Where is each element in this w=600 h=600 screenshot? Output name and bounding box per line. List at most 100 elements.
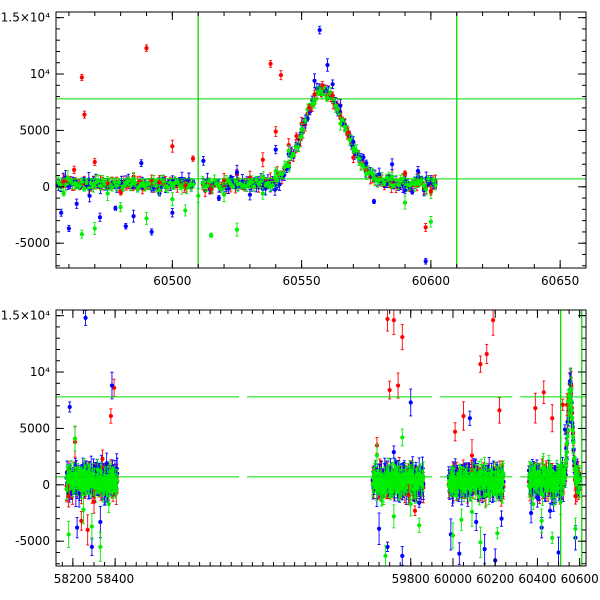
data-point (303, 118, 308, 123)
data-point (64, 487, 69, 492)
data-point (273, 129, 278, 134)
data-point (183, 208, 188, 213)
data-point (356, 156, 361, 161)
data-point (175, 179, 180, 184)
data-point (428, 189, 433, 194)
data-point (233, 178, 238, 183)
data-point (165, 185, 171, 190)
data-point (428, 219, 433, 224)
data-point (205, 183, 210, 189)
data-point (191, 182, 196, 187)
data-point (291, 152, 296, 157)
data-point (79, 232, 84, 237)
data-point (140, 181, 145, 186)
data-point (98, 469, 104, 474)
data-point (112, 179, 117, 185)
data-point (286, 148, 291, 153)
data-point (312, 78, 317, 83)
data-point (282, 165, 287, 170)
data-point (126, 178, 131, 184)
data-point (123, 224, 128, 229)
data-point (260, 157, 265, 162)
x-tick-label: 60550 (283, 274, 321, 288)
data-point (317, 27, 322, 33)
data-point (286, 163, 292, 169)
data-point (421, 183, 426, 188)
data-point (330, 93, 335, 98)
data-point (338, 103, 343, 108)
data-point (298, 135, 303, 140)
data-point (170, 197, 175, 202)
data-point (424, 187, 429, 192)
data-point (114, 183, 119, 188)
data-point (234, 170, 240, 175)
data-point (402, 188, 408, 193)
data-point (84, 180, 89, 185)
data-point (144, 216, 149, 221)
data-point (139, 161, 144, 166)
data-point (161, 179, 166, 184)
data-point (190, 156, 196, 161)
data-point (364, 171, 369, 176)
data-point (268, 61, 273, 66)
data-point (149, 229, 154, 235)
data-point (415, 179, 421, 184)
data-point (61, 191, 66, 196)
data-point (351, 139, 356, 144)
data-point (97, 215, 103, 220)
data-point (82, 186, 87, 191)
data-point (91, 183, 96, 188)
data-point (226, 178, 231, 183)
data-point (335, 107, 340, 112)
y-tick-label: 10⁴ (30, 67, 50, 81)
data-point (230, 184, 236, 189)
data-point (364, 161, 369, 166)
data-point (423, 225, 428, 230)
data-point (277, 182, 282, 187)
data-point (92, 159, 97, 165)
data-point (270, 182, 275, 188)
data-point (312, 92, 317, 97)
y-tick-label: 5000 (19, 123, 50, 137)
data-point (77, 184, 82, 189)
data-point (273, 168, 278, 174)
data-point (209, 186, 214, 192)
data-point (157, 180, 162, 185)
data-point (294, 133, 299, 139)
data-point (168, 180, 173, 185)
data-point (118, 205, 123, 210)
panel-2: 58200 58400 59800 60000 60200 60400 606001.5×1… (1, 306, 599, 586)
data-point (98, 183, 103, 188)
data-point (273, 147, 278, 152)
data-point (61, 179, 66, 184)
data-point (396, 182, 401, 187)
data-point (79, 75, 84, 80)
data-point (247, 181, 253, 186)
data-point (265, 180, 271, 186)
data-point (402, 200, 408, 205)
data-point (234, 227, 240, 232)
data-point (116, 180, 122, 185)
data-point (338, 121, 343, 126)
data-point (170, 183, 175, 188)
data-point (307, 105, 312, 110)
data-point (68, 178, 73, 184)
data-point (118, 190, 123, 195)
data-point (260, 191, 265, 196)
data-point (56, 180, 61, 185)
data-point (333, 103, 338, 108)
y-tick-label: 0 (42, 180, 50, 194)
data-point (207, 179, 212, 184)
data-point (154, 183, 159, 189)
data-point (371, 199, 377, 204)
data-point (170, 210, 175, 215)
data-point (157, 188, 162, 193)
data-point (66, 226, 72, 231)
data-point (377, 172, 382, 177)
data-point (382, 181, 387, 186)
data-point (82, 112, 87, 117)
data-point (144, 45, 149, 51)
data-point (74, 201, 79, 206)
data-point (346, 130, 351, 135)
